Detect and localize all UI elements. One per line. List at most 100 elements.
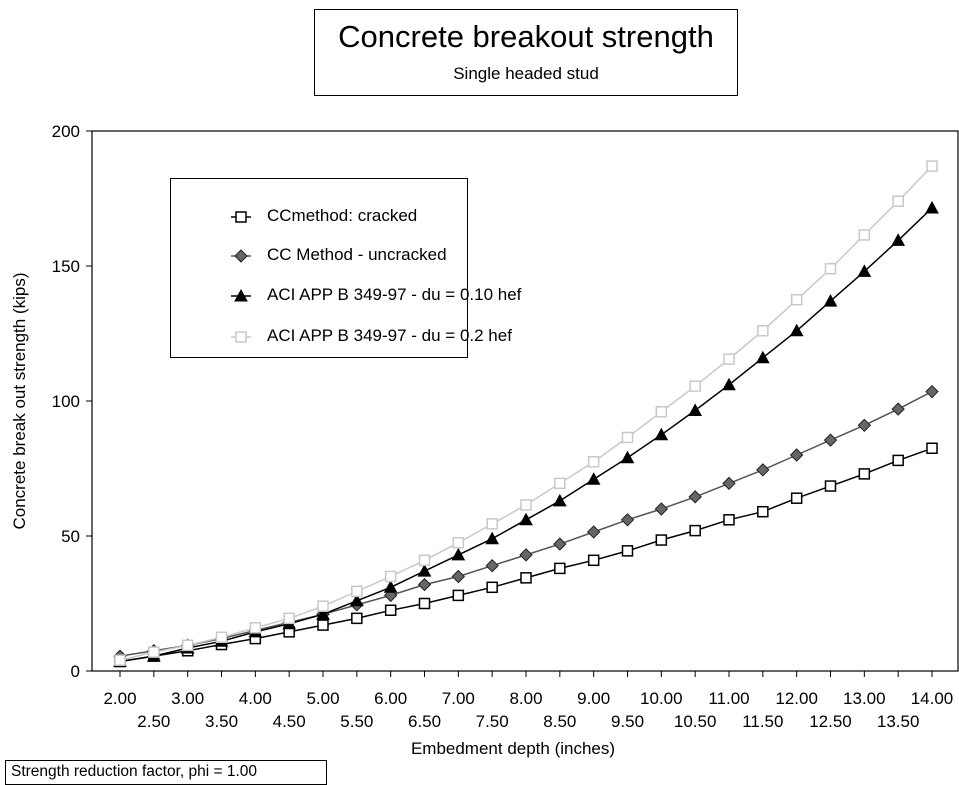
data-point — [926, 160, 938, 172]
y-tick-label: 100 — [52, 392, 80, 411]
x-tick-label: 3.50 — [205, 712, 238, 731]
x-tick-label: 6.00 — [374, 689, 407, 708]
data-point — [892, 454, 904, 467]
legend-label: ACI APP B 349-97 - du = 0.10 hef — [267, 285, 522, 304]
data-point — [418, 554, 431, 567]
data-point — [620, 450, 635, 464]
square-open-marker-icon — [231, 211, 251, 223]
data-point — [384, 604, 397, 616]
data-point — [858, 229, 871, 241]
data-point — [552, 493, 567, 507]
data-point — [586, 525, 601, 539]
data-point — [789, 448, 804, 462]
diamond-marker-icon — [231, 249, 251, 263]
x-tick-label: 13.00 — [843, 689, 886, 708]
data-point — [485, 531, 500, 545]
data-point — [587, 456, 600, 468]
data-point — [655, 406, 668, 418]
legend-label: CC Method - uncracked — [267, 245, 447, 264]
data-point — [790, 294, 803, 306]
data-point — [351, 585, 363, 598]
chart-subtitle: Single headed stud — [453, 64, 599, 83]
data-point — [790, 492, 803, 504]
data-point — [689, 524, 701, 537]
data-point — [215, 631, 228, 643]
data-point — [384, 570, 397, 583]
data-point — [317, 619, 329, 631]
data-point — [486, 581, 498, 594]
x-tick-label: 12.50 — [809, 712, 852, 731]
data-point — [858, 468, 871, 480]
x-tick-label: 2.00 — [103, 689, 136, 708]
data-point — [621, 545, 634, 557]
data-point — [722, 377, 736, 391]
triangle-marker-icon — [231, 288, 251, 302]
axes — [86, 130, 959, 677]
chart-plot: 0 50 100 150 200 2.00 3.00 4.00 5.00 6.00 7.00 8.00… — [10, 122, 959, 758]
square-light-marker-icon — [231, 331, 251, 343]
legend: CCmethod: cracked CC Method - uncracked … — [170, 178, 521, 358]
data-point — [857, 264, 872, 277]
data-point — [249, 622, 262, 634]
data-point — [620, 513, 635, 527]
data-point — [824, 480, 837, 492]
x-tick-label: 8.50 — [543, 712, 576, 731]
x-tick-label: 5.00 — [306, 689, 339, 708]
data-point — [317, 600, 329, 612]
data-point — [452, 589, 465, 602]
chart-title: Concrete breakout strength — [338, 19, 714, 54]
x-tick-label: 2.50 — [137, 712, 170, 731]
data-point — [823, 294, 838, 307]
data-point — [486, 518, 498, 530]
data-point — [520, 499, 532, 511]
data-point — [757, 325, 769, 337]
data-point — [553, 537, 567, 551]
data-point — [351, 612, 363, 625]
x-tick-label: 10.50 — [674, 712, 717, 731]
x-tick-label: 5.50 — [340, 712, 373, 731]
data-point — [925, 200, 939, 214]
data-point — [181, 639, 194, 652]
data-point — [554, 562, 566, 575]
x-tick-label: 10.00 — [640, 689, 683, 708]
x-tick-label: 7.50 — [476, 712, 509, 731]
data-point — [925, 384, 939, 399]
data-point — [755, 350, 770, 364]
data-point — [756, 463, 770, 477]
data-point — [417, 564, 432, 577]
data-point — [586, 472, 601, 485]
data-point — [452, 537, 465, 549]
data-point — [417, 577, 432, 592]
x-tick-label: 11.50 — [742, 712, 783, 731]
series-layer — [113, 160, 939, 668]
data-point — [451, 547, 466, 561]
legend-label: ACI APP B 349-97 - du = 0.2 hef — [267, 326, 512, 345]
data-point — [148, 646, 160, 658]
data-point — [892, 195, 904, 207]
data-point — [520, 572, 532, 584]
x-tick-label: 7.00 — [442, 689, 475, 708]
data-point — [654, 502, 669, 516]
x-tick-label: 4.50 — [273, 712, 306, 731]
x-tick-label: 3.00 — [171, 689, 204, 708]
data-point — [789, 323, 804, 337]
chart-title-box: Concrete breakout strength Single headed… — [314, 9, 738, 96]
data-point — [823, 433, 838, 447]
x-tick-label: 13.50 — [877, 712, 920, 731]
data-point — [723, 353, 735, 365]
data-point — [316, 607, 330, 620]
data-point — [519, 548, 533, 562]
tick-labels: 0 50 100 150 200 2.00 3.00 4.00 5.00 6.00 7.00 8.00… — [52, 122, 954, 731]
data-point — [114, 654, 126, 666]
data-point — [688, 490, 702, 504]
data-point — [722, 476, 736, 491]
data-point — [519, 512, 533, 526]
data-point — [688, 403, 703, 416]
x-tick-label: 9.50 — [611, 712, 644, 731]
data-point — [554, 477, 566, 490]
y-tick-label: 150 — [52, 257, 80, 276]
data-point — [587, 554, 600, 567]
x-tick-label: 11.00 — [708, 689, 749, 708]
series-4 — [114, 160, 938, 666]
data-point — [757, 505, 769, 518]
